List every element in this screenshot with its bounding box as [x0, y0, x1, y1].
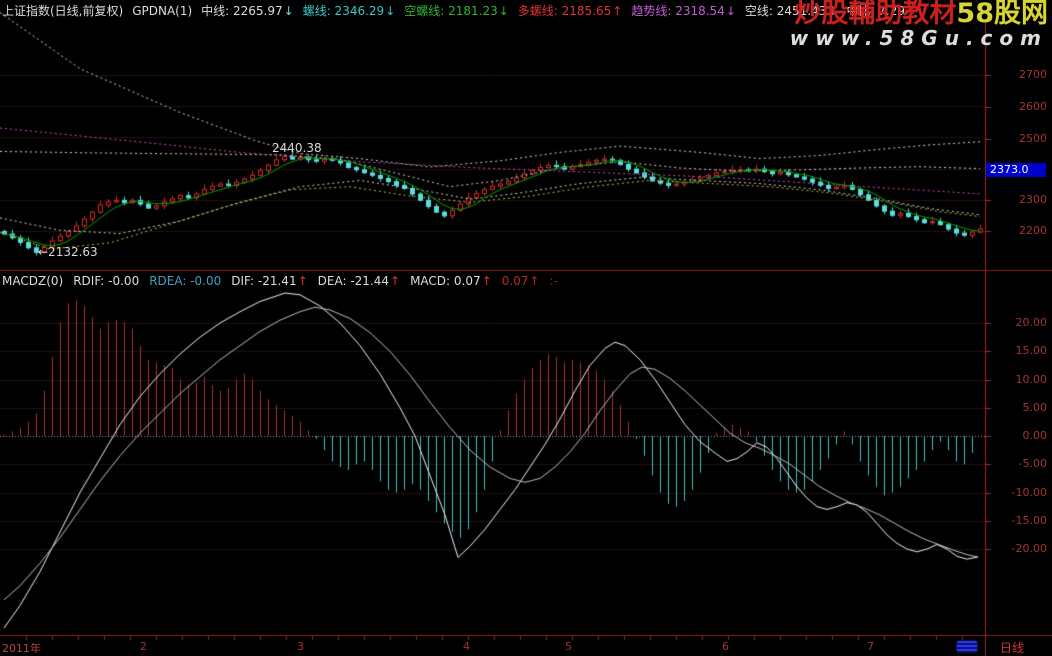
macd-axis-label: 20.00: [1015, 316, 1048, 329]
up-arrow-icon: ↑: [390, 274, 401, 288]
month-label: 7: [867, 640, 874, 653]
price-axis-label: 2200: [1019, 224, 1047, 237]
macd-value: DIF: -21.41↑: [231, 274, 308, 288]
month-label: 5: [565, 640, 572, 653]
macd-value: DEA: -21.44↑: [317, 274, 401, 288]
indicator-value: 螺线: 2346.29↓: [302, 4, 396, 18]
macd-value: RDIF: -0.00: [73, 274, 140, 288]
macd-value: :-: [549, 274, 558, 288]
up-arrow-icon: ↑: [612, 4, 623, 18]
watermark: 炒股輔助教材58股网 www.58Gu.com: [790, 0, 1048, 48]
down-arrow-icon: ↓: [385, 4, 396, 18]
down-arrow-icon: ↓: [283, 4, 294, 18]
indicator-value: 空线: 2451.43↓: [744, 4, 838, 18]
down-arrow-icon: ↓: [827, 4, 838, 18]
macd-axis-label: 15.00: [1015, 344, 1048, 357]
indicator-value: 上证指数(日线,前复权): [2, 4, 124, 18]
macd-axis-label: -15.00: [1011, 514, 1047, 527]
period-label[interactable]: 日线: [1000, 641, 1025, 655]
down-arrow-icon: ↓: [498, 4, 509, 18]
macd-axis-label: -5.00: [1018, 457, 1047, 470]
month-label: 4: [463, 640, 470, 653]
up-arrow-icon: ↑: [297, 274, 308, 288]
watermark-site-name: 58股网: [956, 0, 1048, 29]
macd-indicator-header: MACDZ(0) RDIF: -0.00 RDEA: -0.00 DIF: -21.4…: [2, 274, 568, 288]
macd-value: 0.07↑: [501, 274, 540, 288]
high-price-annotation: 2440.38: [272, 141, 322, 155]
macd-value: MACD: 0.07↑: [410, 274, 492, 288]
price-axis-label: 2600: [1019, 100, 1047, 113]
indicator-value: GPDNA(1): [132, 4, 193, 18]
macd-axis-label: -20.00: [1011, 542, 1047, 555]
up-arrow-icon: ↑: [529, 274, 540, 288]
down-arrow-icon: ↓: [725, 4, 736, 18]
low-price-annotation: ←2132.63: [38, 245, 98, 259]
price-axis-label: 2500: [1019, 132, 1047, 145]
price-axis-label: 2700: [1019, 68, 1047, 81]
year-label: 2011年: [2, 642, 41, 655]
macd-value: MACDZ(0): [2, 274, 64, 288]
macd-value: RDEA: -0.00: [149, 274, 222, 288]
watermark-brand-text: 炒股輔助教材: [794, 0, 957, 29]
indicator-header: 上证指数(日线,前复权) GPDNA(1) 中线: 2265.97↓ 螺线: 2346…: [2, 2, 914, 18]
month-label: 6: [722, 640, 729, 653]
period-menu-icon[interactable]: [957, 641, 977, 652]
month-label: 2: [140, 640, 147, 653]
watermark-line1: 炒股輔助教材58股网: [790, 0, 1048, 28]
indicator-value: 趋势线: 2318.54↓: [631, 4, 736, 18]
indicator-value: 中比: 7.29: [846, 4, 906, 18]
time-axis-bar: 2011年 2 3 4 5 6 7 日线: [0, 636, 1052, 656]
current-price-highlight: 2373.0: [986, 163, 1046, 177]
indicator-value: 中线: 2265.97↓: [201, 4, 294, 18]
watermark-url: www.58Gu.com: [789, 25, 1048, 50]
macd-axis-label: 5.00: [1022, 401, 1048, 414]
macd-axis-label: 10.00: [1015, 373, 1048, 386]
up-arrow-icon: ↑: [481, 274, 492, 288]
indicator-value: 多螺线: 2185.65↑: [517, 4, 623, 18]
month-label: 3: [297, 640, 304, 653]
indicator-value: 空螺线: 2181.23↓: [404, 4, 509, 18]
macd-axis-label: 0.00: [1022, 429, 1048, 442]
price-axis-label: 2300: [1019, 193, 1047, 206]
macd-axis-label: -10.00: [1011, 486, 1047, 499]
